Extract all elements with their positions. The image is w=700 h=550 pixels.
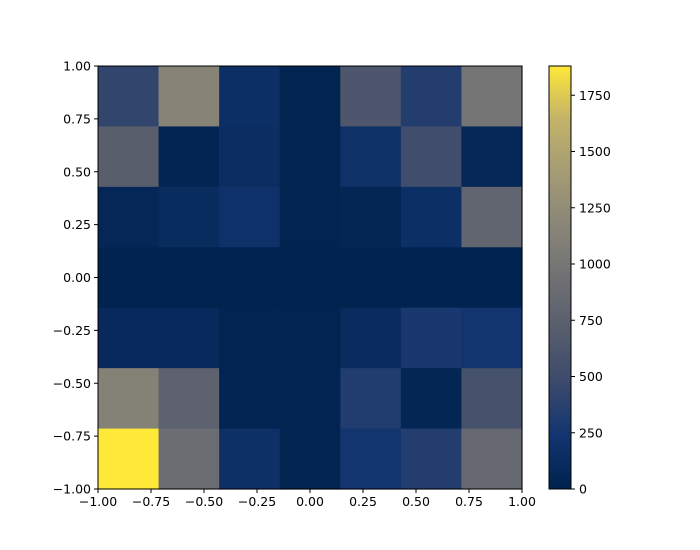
heatmap-cell bbox=[461, 66, 523, 128]
heatmap-cell bbox=[279, 247, 341, 309]
colorbar-tick-label: 250 bbox=[579, 425, 603, 440]
heatmap-cell bbox=[219, 428, 281, 490]
colorbar bbox=[548, 65, 572, 490]
colorbar-tick-label: 0 bbox=[579, 482, 587, 497]
heatmap-cell bbox=[400, 186, 463, 248]
heatmap-cell bbox=[461, 247, 523, 309]
x-tick-label: 0.75 bbox=[455, 494, 483, 509]
x-tick-label: 0.25 bbox=[349, 494, 377, 509]
heatmap-cell bbox=[461, 186, 523, 248]
heatmap-cell bbox=[219, 186, 281, 248]
x-tick-label: 0.00 bbox=[296, 494, 324, 509]
x-tick-label: −0.50 bbox=[185, 494, 223, 509]
heatmap-cell bbox=[340, 428, 402, 490]
x-tick-label: 0.50 bbox=[402, 494, 430, 509]
colorbar-tick-label: 1000 bbox=[579, 257, 611, 272]
x-tick-label: 1.00 bbox=[508, 494, 536, 509]
heatmap-cell bbox=[340, 307, 402, 369]
y-tick-label: −0.75 bbox=[53, 429, 91, 444]
x-tick-label: −0.75 bbox=[132, 494, 170, 509]
heatmap-cell bbox=[98, 126, 160, 188]
heatmap-cell bbox=[340, 368, 402, 430]
colorbar-gradient bbox=[548, 65, 572, 490]
colorbar-ticks: 0 250 500 750 1000 1250 1500 1750 bbox=[571, 88, 611, 497]
y-tick-label: −0.50 bbox=[53, 376, 91, 391]
heatmap-cell bbox=[400, 66, 463, 128]
x-tick-label: −1.00 bbox=[79, 494, 117, 509]
y-tick-label: −1.00 bbox=[53, 482, 91, 497]
heatmap-cell bbox=[340, 186, 402, 248]
heatmap-cell bbox=[98, 186, 160, 248]
y-tick-label: 1.00 bbox=[63, 59, 91, 74]
x-axis: −1.00 −0.75 −0.50 −0.25 0.00 0.25 0.50 0.75 1.00 bbox=[79, 489, 536, 509]
heatmap-cell bbox=[279, 66, 341, 128]
colorbar-tick-label: 750 bbox=[579, 313, 603, 328]
heatmap-cell bbox=[279, 428, 341, 490]
heatmap-cell bbox=[98, 428, 160, 490]
heatmap-cell bbox=[400, 247, 463, 309]
heatmap-cell bbox=[219, 247, 281, 309]
heatmap-cell bbox=[98, 307, 160, 369]
heatmap-cell bbox=[219, 368, 281, 430]
colorbar-tick-label: 1750 bbox=[579, 88, 611, 103]
heatmap-cell bbox=[461, 428, 523, 490]
heatmap-cell bbox=[158, 186, 220, 248]
heatmap-cell bbox=[279, 126, 341, 188]
heatmap-cell bbox=[400, 307, 463, 369]
heatmap-cell bbox=[158, 428, 220, 490]
colorbar-tick-label: 1250 bbox=[579, 200, 611, 215]
heatmap-cell bbox=[98, 66, 160, 128]
colorbar-tick-label: 1500 bbox=[579, 144, 611, 159]
heatmap-cell bbox=[340, 247, 402, 309]
heatmap-cell bbox=[400, 368, 463, 430]
y-tick-label: 0.50 bbox=[63, 164, 91, 179]
heatmap-cell bbox=[461, 307, 523, 369]
heatmap-cell bbox=[279, 307, 341, 369]
y-tick-label: 0.00 bbox=[63, 270, 91, 285]
colorbar-tick-label: 500 bbox=[579, 369, 603, 384]
heatmap-cell bbox=[158, 66, 220, 128]
heatmap-cell bbox=[340, 126, 402, 188]
heatmap-cell bbox=[279, 186, 341, 248]
heatmap-cell bbox=[98, 368, 160, 430]
heatmap-cell bbox=[340, 66, 402, 128]
heatmap-cell bbox=[400, 126, 463, 188]
heatmap-cell bbox=[461, 368, 523, 430]
y-tick-label: 0.75 bbox=[63, 111, 91, 126]
heatmap-cell bbox=[158, 307, 220, 369]
heatmap-cell bbox=[219, 126, 281, 188]
heatmap-cell bbox=[219, 66, 281, 128]
y-axis: 1.00 0.75 0.50 0.25 0.00 −0.25 −0.50 −0.75 −1.00 bbox=[53, 59, 98, 497]
heatmap-cells bbox=[98, 66, 523, 490]
heatmap-cell bbox=[158, 126, 220, 188]
heatmap-cell bbox=[158, 247, 220, 309]
heatmap-cell bbox=[461, 126, 523, 188]
y-tick-label: −0.25 bbox=[53, 323, 91, 338]
heatmap-cell bbox=[98, 247, 160, 309]
x-tick-label: −0.25 bbox=[238, 494, 276, 509]
heatmap-cell bbox=[400, 428, 463, 490]
heatmap-cell bbox=[279, 368, 341, 430]
heatmap-cell bbox=[219, 307, 281, 369]
heatmap-cell bbox=[158, 368, 220, 430]
y-tick-label: 0.25 bbox=[63, 217, 91, 232]
